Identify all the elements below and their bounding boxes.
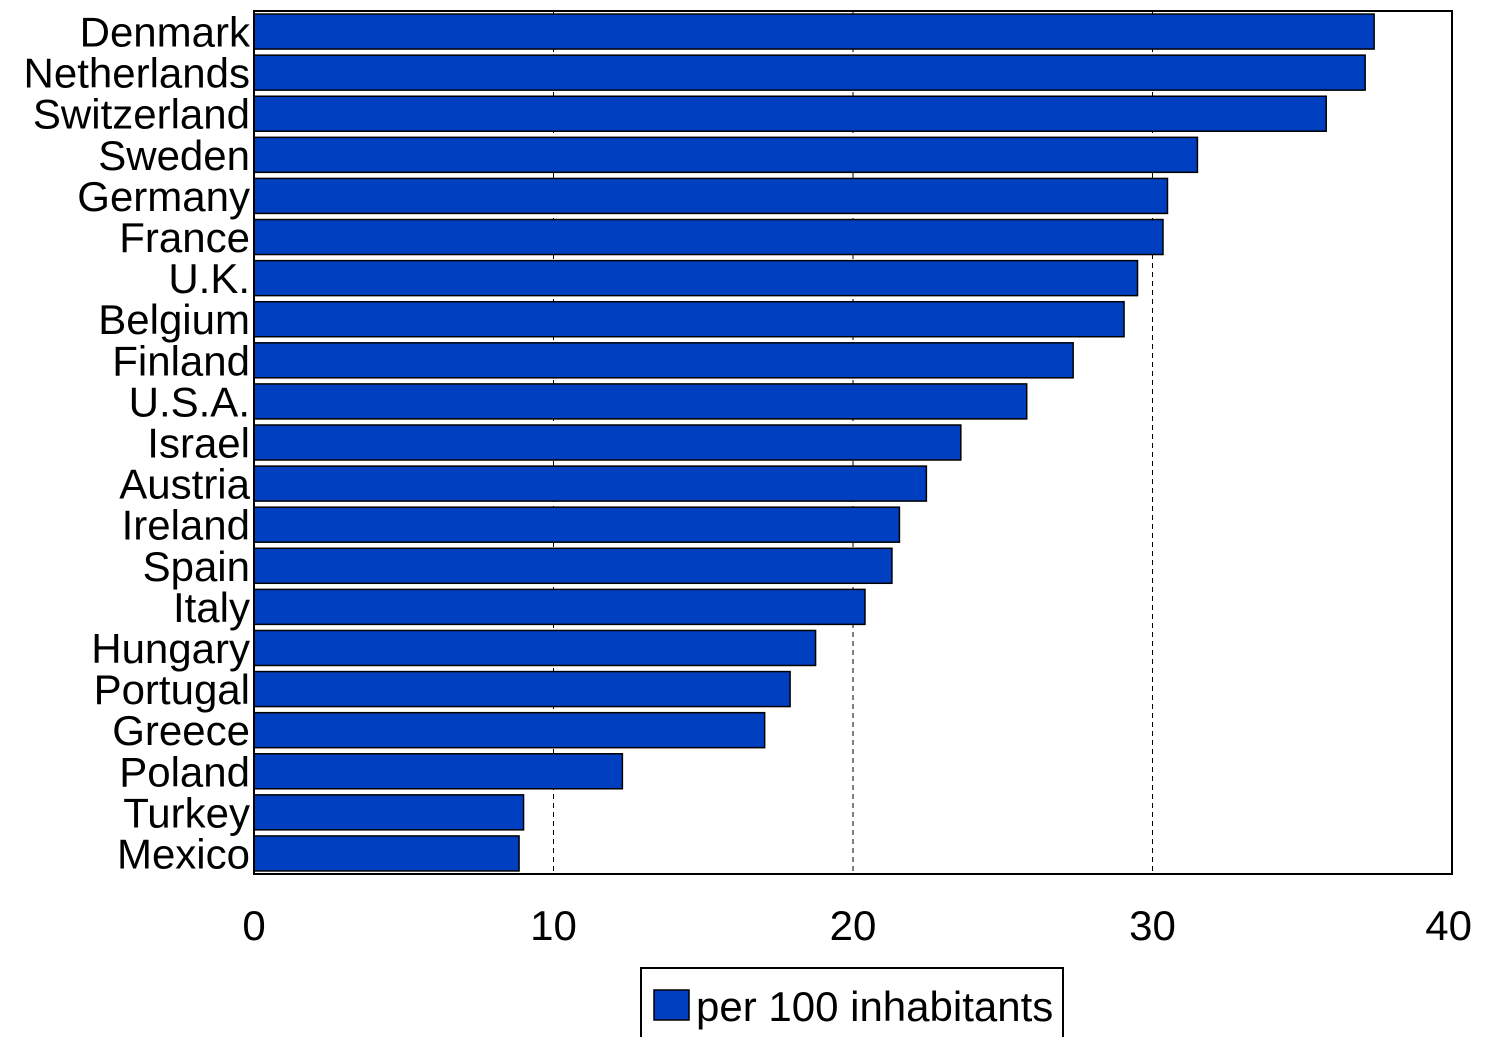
bar-poland — [253, 753, 624, 790]
category-label-turkey: Turkey — [123, 789, 250, 836]
category-label-belgium: Belgium — [98, 296, 250, 343]
bar-switzerland — [253, 95, 1327, 132]
category-label-spain: Spain — [143, 543, 250, 590]
x-tick-label-40: 40 — [1425, 902, 1472, 949]
bar-spain — [253, 547, 893, 585]
x-tick-label-30: 30 — [1129, 902, 1176, 949]
x-tick-label-0: 0 — [242, 902, 265, 949]
bar-u-k — [253, 259, 1139, 297]
legend-swatch — [653, 989, 690, 1021]
legend-frame — [640, 967, 1064, 1037]
bar-finland — [253, 342, 1074, 379]
bar-netherlands — [253, 54, 1366, 91]
category-label-portugal: Portugal — [94, 666, 250, 713]
category-label-ireland: Ireland — [122, 502, 250, 549]
category-labels: DenmarkNetherlandsSwitzerlandSwedenGerma… — [24, 9, 251, 878]
category-label-netherlands: Netherlands — [24, 50, 250, 97]
bar-greece — [253, 711, 766, 749]
bar-turkey — [253, 794, 525, 831]
category-label-u-k: U.K. — [168, 255, 250, 302]
category-label-hungary: Hungary — [91, 625, 250, 672]
bar-denmark — [253, 13, 1375, 50]
bars — [253, 13, 1375, 872]
bar-portugal — [253, 670, 791, 708]
bar-austria — [253, 465, 928, 502]
category-label-u-s-a: U.S.A. — [129, 378, 250, 425]
bar-germany — [253, 177, 1169, 215]
bar-sweden — [253, 136, 1199, 174]
category-label-mexico: Mexico — [117, 830, 250, 877]
x-tick-label-10: 10 — [530, 902, 577, 949]
bar-mexico — [253, 835, 520, 872]
category-label-germany: Germany — [77, 173, 250, 220]
category-label-austria: Austria — [119, 461, 250, 508]
bar-u-s-a — [253, 383, 1028, 420]
x-tick-label-20: 20 — [830, 902, 877, 949]
bar-ireland — [253, 506, 901, 543]
category-label-sweden: Sweden — [98, 132, 250, 179]
plot-area-frame — [253, 10, 1453, 875]
bar-israel — [253, 424, 962, 461]
legend: per 100 inhabitants — [640, 967, 1064, 1037]
bar-belgium — [253, 300, 1125, 338]
bar-france — [253, 218, 1164, 256]
category-label-greece: Greece — [112, 707, 250, 754]
category-label-finland: Finland — [112, 337, 250, 384]
category-label-france: France — [119, 214, 250, 261]
x-axis-tick-labels: 0 10 20 30 40 — [242, 902, 1472, 949]
category-label-switzerland: Switzerland — [33, 91, 250, 138]
legend-label: per 100 inhabitants — [696, 983, 1053, 1030]
category-label-poland: Poland — [119, 748, 250, 795]
bar-hungary — [253, 629, 817, 667]
category-label-israel: Israel — [147, 420, 250, 467]
category-label-italy: Italy — [173, 584, 250, 631]
bar-italy — [253, 588, 866, 626]
category-label-denmark: Denmark — [80, 9, 251, 56]
